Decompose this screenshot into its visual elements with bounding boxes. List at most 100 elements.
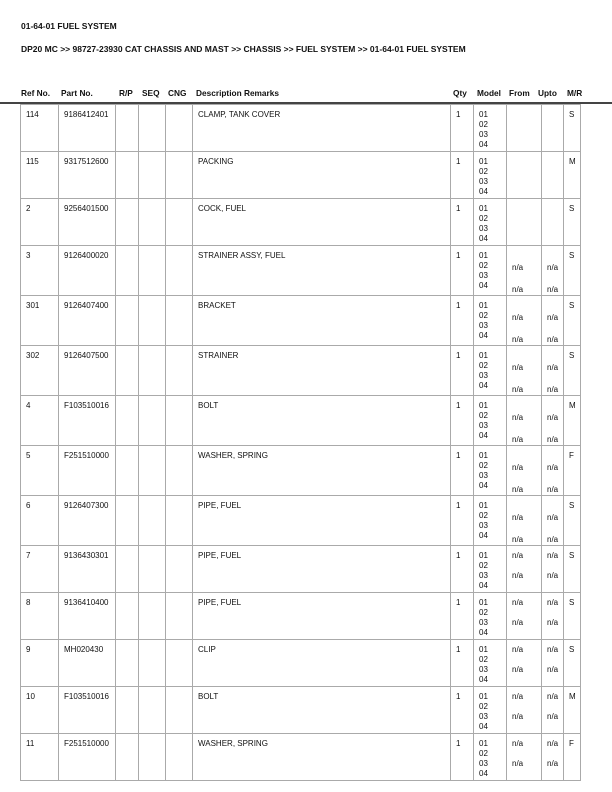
- upto: n/a n/a: [541, 733, 564, 781]
- page-title: 01-64-01 FUEL SYSTEM: [21, 21, 117, 31]
- upto-line: n/a: [547, 665, 559, 674]
- part-no: 9317512600: [58, 151, 116, 199]
- ref-no: 115: [20, 151, 59, 199]
- model-line: 01: [479, 351, 488, 360]
- model: 01 02 03 04: [473, 104, 507, 152]
- model-line: 04: [479, 381, 488, 390]
- ref-no: 114: [20, 104, 59, 152]
- mr: S: [563, 495, 581, 546]
- table-row: 115 9317512600 PACKING 1 01 02 03 04 M: [20, 151, 581, 199]
- model-line: 01: [479, 110, 488, 119]
- mr: S: [563, 198, 581, 246]
- mr: S: [563, 639, 581, 687]
- rp-cell: [115, 592, 139, 640]
- rp-cell: [115, 495, 139, 546]
- header-from: From: [509, 88, 530, 98]
- part-no: F251510000: [58, 733, 116, 781]
- from-line: n/a: [512, 285, 524, 294]
- upto-line: [547, 451, 559, 461]
- model-line: 03: [479, 224, 488, 233]
- qty: 1: [450, 198, 474, 246]
- model: 01 02 03 04: [473, 198, 507, 246]
- model-line: 03: [479, 759, 488, 768]
- upto: n/a n/a: [541, 395, 564, 446]
- header-rp: R/P: [119, 88, 133, 98]
- rp-cell: [115, 445, 139, 496]
- from-line: n/a: [512, 551, 524, 560]
- upto-line: n/a: [547, 692, 559, 701]
- from-line: n/a: [512, 712, 524, 721]
- from-line: [512, 523, 537, 533]
- rp-cell: [115, 686, 139, 734]
- description: BOLT: [192, 395, 451, 446]
- qty: 1: [450, 495, 474, 546]
- rp-cell: [115, 395, 139, 446]
- seq-cell: [138, 545, 166, 593]
- upto-line: [547, 204, 559, 214]
- ref-no: 7: [20, 545, 59, 593]
- ref-no: 6: [20, 495, 59, 546]
- upto-line: [547, 130, 559, 140]
- seq-cell: [138, 495, 166, 546]
- from: n/a n/a: [506, 686, 542, 734]
- part-no: F251510000: [58, 445, 116, 496]
- model-line: 02: [479, 461, 488, 470]
- upto: n/a n/a: [541, 445, 564, 496]
- from-line: [512, 110, 537, 120]
- from: n/a n/a: [506, 245, 542, 296]
- part-no: 9186412401: [58, 104, 116, 152]
- ref-no: 302: [20, 345, 59, 396]
- table-row: 301 9126407400 BRACKET 1 01 02 03 04 n/a n/a n/a n/…: [20, 295, 581, 346]
- upto-line: [547, 273, 559, 283]
- model-line: 04: [479, 187, 488, 196]
- upto-line: [547, 157, 559, 167]
- from-line: [512, 608, 537, 618]
- upto-line: [547, 224, 559, 234]
- rp-cell: [115, 151, 139, 199]
- cng-cell: [165, 151, 193, 199]
- upto-line: [547, 501, 559, 511]
- model-line: 04: [479, 722, 488, 731]
- part-no: 9126407300: [58, 495, 116, 546]
- from-line: [512, 749, 537, 759]
- model-line: 01: [479, 251, 488, 260]
- model-line: 03: [479, 471, 488, 480]
- from-line: n/a: [512, 618, 524, 627]
- table-row: 2 9256401500 COCK, FUEL 1 01 02 03 04 S: [20, 198, 581, 246]
- ref-no: 301: [20, 295, 59, 346]
- upto-line: [547, 177, 559, 187]
- description: PIPE, FUEL: [192, 592, 451, 640]
- mr: M: [563, 395, 581, 446]
- upto-line: [547, 351, 559, 361]
- upto-line: n/a: [547, 645, 559, 654]
- from: n/a n/a: [506, 295, 542, 346]
- from-line: n/a: [512, 645, 524, 654]
- header-desc: Description Remarks: [196, 88, 280, 98]
- model-line: 03: [479, 271, 488, 280]
- rp-cell: [115, 345, 139, 396]
- from-line: [512, 423, 537, 433]
- description: CLAMP, TANK COVER: [192, 104, 451, 152]
- model-line: 03: [479, 421, 488, 430]
- seq-cell: [138, 639, 166, 687]
- mr: S: [563, 245, 581, 296]
- rp-cell: [115, 733, 139, 781]
- upto-line: [547, 140, 559, 150]
- qty: 1: [450, 445, 474, 496]
- qty: 1: [450, 345, 474, 396]
- upto-line: n/a: [547, 535, 559, 544]
- model-line: 04: [479, 769, 488, 778]
- model-line: 01: [479, 501, 488, 510]
- cng-cell: [165, 295, 193, 346]
- part-no: F103510016: [58, 395, 116, 446]
- upto-line: n/a: [547, 435, 559, 444]
- model-line: 01: [479, 401, 488, 410]
- model: 01 02 03 04: [473, 445, 507, 496]
- from-line: [512, 628, 537, 638]
- from-line: n/a: [512, 313, 524, 322]
- description: COCK, FUEL: [192, 198, 451, 246]
- header-model: Model: [477, 88, 501, 98]
- model-line: 03: [479, 521, 488, 530]
- model-line: 03: [479, 371, 488, 380]
- from-line: n/a: [512, 665, 524, 674]
